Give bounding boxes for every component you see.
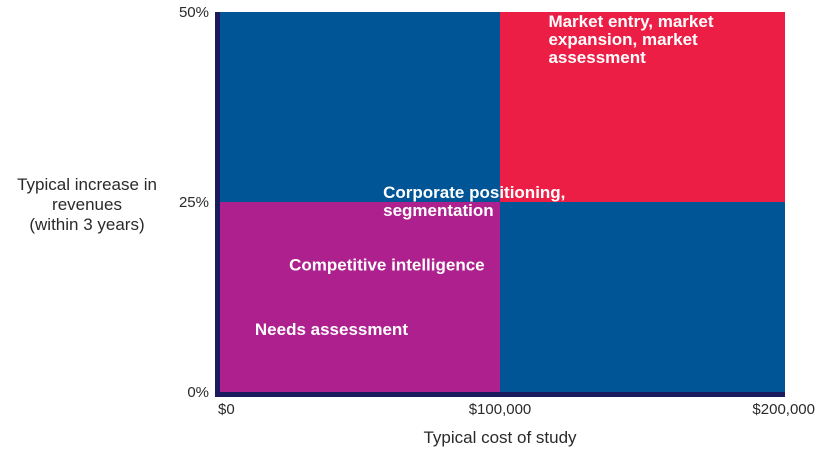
x-axis-line	[215, 392, 785, 397]
y-axis-title-line: (within 3 years)	[29, 215, 144, 234]
region-label-line: Competitive intelligence	[289, 255, 485, 274]
region-label-line: Needs assessment	[255, 320, 408, 339]
region-label: Market entry, market expansion, market ass…	[548, 12, 713, 67]
region-label: Needs assessment	[255, 320, 408, 339]
x-tick-label: $100,000	[469, 401, 532, 418]
quadrant-region-3	[500, 202, 785, 392]
region-label-line: segmentation	[383, 201, 494, 220]
y-axis-title-line: Typical increase in	[17, 175, 157, 194]
y-tick-label: 25%	[179, 194, 209, 211]
region-label-line: expansion, market	[548, 30, 698, 49]
quadrant-regions	[215, 12, 785, 392]
quadrant-region-0	[215, 12, 500, 202]
region-label: Corporate positioning, segmentation	[383, 183, 565, 220]
tick-labels: $0 $100,000 $200,000 0% 25% 50%	[179, 4, 815, 418]
quadrant-region-2	[215, 202, 500, 392]
region-label-line: Market entry, market	[548, 12, 713, 31]
x-tick-label: $200,000	[752, 401, 815, 418]
x-tick-label: $0	[218, 401, 235, 418]
region-label-line: Corporate positioning,	[383, 183, 565, 202]
y-axis-title-line: revenues	[52, 195, 122, 214]
y-tick-label: 0%	[187, 384, 209, 401]
region-labels: Market entry, market expansion, market ass…	[255, 12, 714, 339]
region-label-line: assessment	[548, 48, 646, 67]
y-tick-label: 50%	[179, 4, 209, 21]
y-axis-line	[215, 12, 220, 397]
quadrant-region-1	[500, 12, 785, 202]
x-axis-title: Typical cost of study	[423, 428, 577, 447]
region-label: Competitive intelligence	[289, 255, 485, 274]
y-axis-title: Typical increase in revenues (within 3 yea…	[17, 175, 157, 234]
axis-titles: Typical cost of study Typical increase in…	[17, 175, 577, 447]
axes	[215, 12, 785, 397]
